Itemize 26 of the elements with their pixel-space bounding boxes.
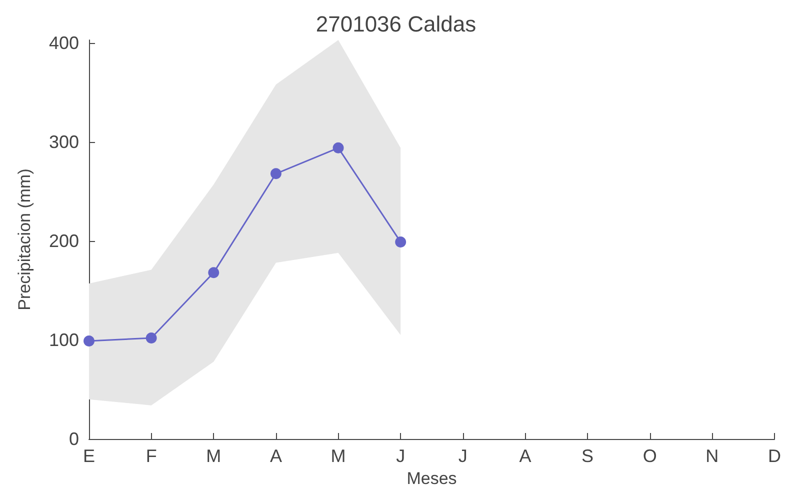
chart-title: 2701036 Caldas	[316, 12, 476, 36]
x-tick-label: D	[768, 446, 781, 466]
y-tick-label: 200	[48, 230, 79, 251]
y-tick-label: 100	[48, 330, 79, 350]
point	[84, 335, 94, 346]
point	[270, 168, 282, 180]
x-tick-label: O	[642, 446, 657, 466]
x-tick-label: M	[330, 446, 346, 466]
y-tick-label: 400	[48, 32, 79, 53]
y-axis-title: Precipitacion (mm)	[15, 168, 34, 310]
x-tick-label: S	[582, 446, 594, 466]
x-tick-label: N	[706, 446, 719, 466]
x-tick-label: E	[82, 446, 96, 466]
x-tick-label: A	[270, 446, 282, 466]
y-tick-label: 0	[68, 429, 79, 449]
y-tick-label: 300	[48, 132, 79, 152]
x-tick-label: A	[519, 446, 532, 466]
x-axis-title: Meses	[406, 468, 457, 488]
point	[395, 236, 406, 248]
x-tick-label: J	[458, 446, 468, 466]
x-tick-label: M	[206, 446, 222, 466]
point	[332, 142, 344, 154]
x-tick-label: J	[396, 446, 406, 466]
x-tick-label: F	[146, 446, 157, 466]
point	[146, 332, 157, 344]
point	[208, 267, 220, 278]
